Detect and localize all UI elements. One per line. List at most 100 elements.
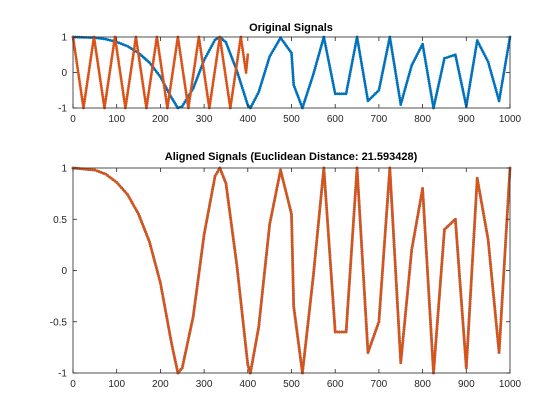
- series-point: [346, 81, 350, 85]
- series-point: [428, 84, 432, 88]
- series-point: [422, 206, 426, 210]
- series-point: [130, 64, 134, 68]
- series-point: [272, 203, 275, 207]
- series-point: [393, 251, 397, 255]
- series-point: [170, 73, 174, 77]
- series-point: [291, 66, 294, 70]
- series-point: [381, 71, 384, 75]
- series-point: [161, 296, 165, 300]
- series-point: [403, 319, 407, 323]
- series-point: [462, 91, 465, 95]
- series-point: [503, 258, 506, 262]
- series-point: [366, 344, 369, 348]
- series-point: [394, 282, 398, 286]
- series-point: [390, 208, 394, 211]
- series-point: [193, 60, 197, 63]
- series-point: [110, 57, 114, 61]
- series-point: [359, 59, 363, 63]
- series-point: [353, 195, 357, 198]
- series-point: [124, 102, 128, 105]
- series-point: [301, 367, 305, 371]
- series-point: [137, 55, 141, 59]
- series-point: [189, 323, 193, 327]
- series-point: [426, 73, 430, 77]
- series-point: [385, 203, 389, 207]
- series-point: [365, 90, 368, 94]
- series-point: [290, 219, 294, 223]
- series-point: [503, 64, 507, 68]
- series-point: [290, 217, 293, 220]
- series-point: [94, 46, 98, 50]
- series-point: [438, 78, 442, 82]
- series-point: [185, 99, 189, 103]
- series-point: [87, 68, 91, 72]
- series-point: [138, 64, 142, 68]
- series-point: [440, 263, 444, 267]
- series-point: [381, 258, 385, 262]
- series-point: [458, 274, 461, 278]
- series-point: [487, 247, 491, 250]
- series-point: [461, 320, 465, 324]
- series-point: [307, 313, 311, 316]
- series-point: [499, 88, 503, 92]
- series-point: [107, 75, 111, 79]
- series-point: [429, 93, 433, 97]
- series-point: [502, 73, 505, 76]
- series-point: [97, 66, 100, 70]
- series-point: [86, 168, 90, 171]
- series-point: [349, 260, 353, 264]
- y-tick-label: 1: [61, 33, 67, 44]
- series-point: [100, 91, 104, 94]
- series-point: [164, 312, 168, 316]
- series-point: [258, 318, 261, 322]
- series-point: [474, 50, 477, 53]
- series-point: [309, 293, 313, 297]
- series-point: [468, 80, 472, 84]
- series-point: [208, 202, 212, 206]
- series-point: [290, 247, 294, 251]
- series-point: [251, 356, 255, 360]
- series-point: [93, 40, 97, 43]
- series-point: [501, 283, 505, 286]
- series-point: [430, 340, 434, 344]
- series-point: [150, 71, 154, 74]
- series-point: [461, 89, 465, 93]
- series-point: [407, 277, 411, 281]
- series-point: [101, 95, 105, 99]
- x-tick-label: 0: [70, 379, 76, 390]
- series-point: [181, 71, 185, 74]
- series-point: [256, 329, 260, 333]
- series-point: [359, 225, 362, 229]
- series-point: [426, 71, 429, 75]
- x-tick-label: 400: [239, 379, 256, 390]
- series-point: [209, 95, 213, 99]
- series-point: [158, 53, 161, 57]
- series-point: [241, 314, 244, 318]
- series-point: [304, 339, 308, 342]
- series-point: [454, 230, 458, 234]
- series-point: [256, 332, 259, 335]
- series-point: [491, 75, 494, 79]
- series-point: [291, 70, 295, 74]
- series-point: [186, 340, 190, 344]
- series-point: [470, 267, 474, 271]
- series-point: [95, 53, 98, 57]
- series-point: [382, 256, 385, 260]
- series-point: [220, 46, 223, 50]
- series-point: [157, 274, 161, 278]
- series-point: [210, 192, 214, 195]
- series-point: [429, 329, 433, 333]
- series-point: [430, 343, 434, 346]
- series-point: [438, 283, 442, 287]
- series-point: [213, 71, 216, 74]
- series-point: [215, 57, 218, 61]
- series-point: [255, 334, 259, 338]
- series-point: [194, 295, 198, 299]
- series-point: [193, 62, 197, 66]
- series-point: [421, 187, 424, 190]
- series-point: [243, 334, 247, 338]
- series-point: [162, 301, 166, 305]
- series-point: [492, 295, 496, 299]
- series-point: [356, 173, 359, 176]
- series-point: [160, 68, 164, 72]
